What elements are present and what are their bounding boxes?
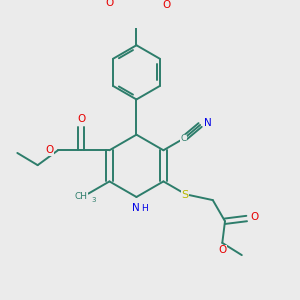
- Text: O: O: [162, 0, 170, 10]
- Text: O: O: [77, 114, 85, 124]
- Text: 3: 3: [92, 197, 96, 203]
- Text: O: O: [46, 145, 54, 155]
- Text: O: O: [218, 245, 226, 256]
- Text: N: N: [204, 118, 212, 128]
- Text: C: C: [180, 134, 186, 143]
- Text: O: O: [105, 0, 113, 8]
- Text: H: H: [141, 204, 148, 213]
- Text: S: S: [181, 190, 188, 200]
- Text: CH: CH: [75, 192, 88, 201]
- Text: N: N: [132, 203, 140, 213]
- Text: O: O: [250, 212, 258, 222]
